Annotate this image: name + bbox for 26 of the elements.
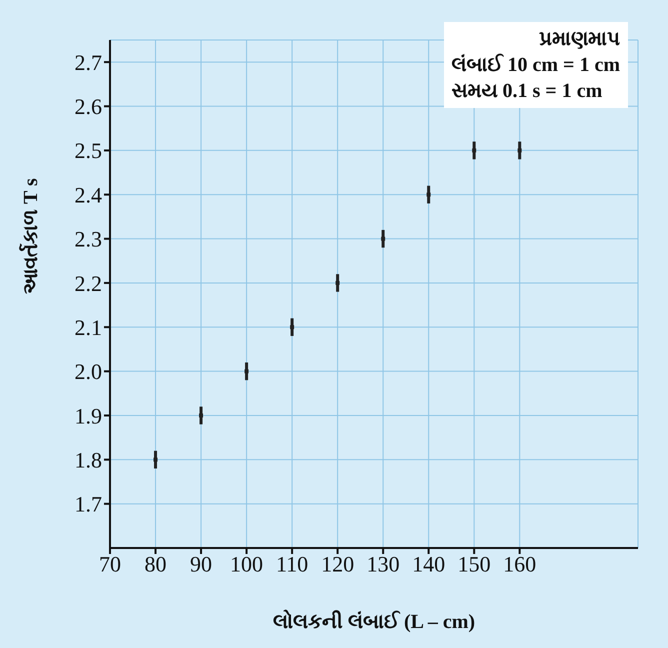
x-tick-label: 120: [321, 552, 354, 577]
x-tick-label: 100: [230, 552, 264, 577]
annotation: લંબાઈ 10 cm = 1 cm: [452, 52, 620, 78]
y-tick-label: 1.7: [74, 492, 102, 517]
x-tick-label: 110: [276, 552, 308, 577]
y-tick-label: 2.3: [74, 226, 102, 252]
y-tick-label: 1.9: [74, 403, 102, 428]
x-tick-label: 130: [366, 552, 400, 577]
y-axis-title: આવર્તકાળ T s: [18, 178, 42, 294]
x-tick-label: 160: [503, 552, 536, 577]
y-tick-label: 2.7: [74, 50, 102, 75]
y-tick-label: 2.1: [74, 314, 102, 340]
y-tick-label: 2.5: [74, 138, 102, 164]
x-tick-label: 70: [99, 552, 121, 577]
y-tick-label: 1.8: [74, 447, 102, 472]
annotation: પ્રમાણમાપ: [538, 27, 620, 52]
y-tick-label: 2.2: [74, 270, 102, 296]
annotation: સમય 0.1 s = 1 cm: [452, 79, 604, 104]
y-tick-label: 2.0: [74, 359, 102, 384]
x-tick-label: 140: [412, 552, 446, 577]
x-axis-title: લોલકની લંબાઈ (L – cm): [272, 609, 476, 633]
y-tick-label: 2.6: [74, 94, 102, 120]
x-tick-label: 80: [144, 552, 167, 577]
y-tick-label: 2.4: [74, 182, 102, 208]
x-tick-label: 90: [190, 552, 212, 577]
x-tick-label: 150: [458, 552, 491, 577]
